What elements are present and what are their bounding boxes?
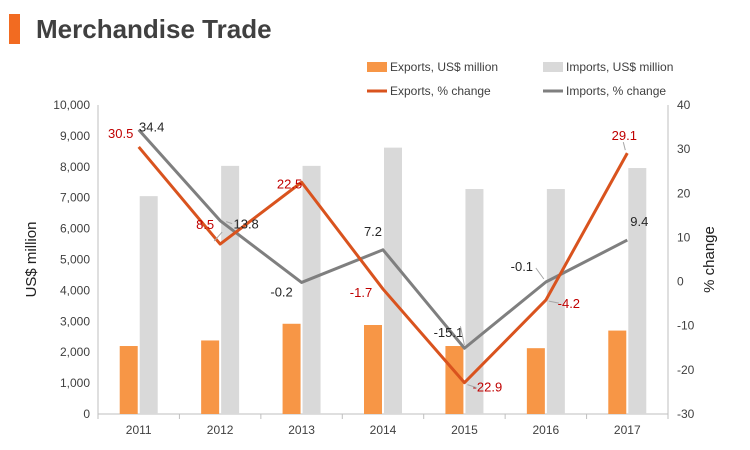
imports-change-label: -15.1 xyxy=(434,325,464,340)
left-tick-label: 3,000 xyxy=(60,314,90,328)
x-tick-label: 2017 xyxy=(614,423,641,437)
left-tick-label: 9,000 xyxy=(60,129,90,143)
imports-change-label: -0.2 xyxy=(270,284,292,299)
imports-change-line xyxy=(137,128,628,350)
legend: Exports, US$ million Imports, US$ million… xyxy=(367,60,673,98)
imports-bar xyxy=(384,147,402,414)
left-tick-label: 1,000 xyxy=(60,376,90,390)
exports-change-label: -1.7 xyxy=(350,285,372,300)
left-tick-label: 2,000 xyxy=(60,345,90,359)
imports-bar xyxy=(302,165,321,414)
imports-change-label: -0.1 xyxy=(511,259,533,274)
left-tick-label: 6,000 xyxy=(60,222,90,236)
right-tick-label: 30 xyxy=(677,142,691,156)
left-tick-label: 4,000 xyxy=(60,283,90,297)
exports-change-line xyxy=(137,145,629,385)
exports-change-label: -4.2 xyxy=(558,296,580,311)
imports-bar xyxy=(221,165,240,414)
label-leader-line xyxy=(548,300,559,304)
legend-imports-line-label: Imports, % change xyxy=(566,84,666,98)
label-leader-line xyxy=(622,141,626,151)
x-tick-label: 2013 xyxy=(288,423,315,437)
right-tick-label: 20 xyxy=(677,186,691,200)
left-tick-label: 5,000 xyxy=(60,253,90,267)
legend-exports-bar-swatch xyxy=(367,62,387,72)
label-leader-line xyxy=(459,326,465,346)
title-accent-bar xyxy=(9,14,20,44)
imports-change-label: 13.8 xyxy=(233,217,258,232)
right-tick-label: -20 xyxy=(677,363,695,377)
exports-bar xyxy=(119,346,138,414)
exports-bar xyxy=(364,325,382,414)
exports-bar xyxy=(608,330,627,414)
left-tick-label: 0 xyxy=(83,407,90,421)
left-axis-title: US$ million xyxy=(23,222,40,298)
right-tick-label: 40 xyxy=(677,98,691,112)
x-tick-label: 2012 xyxy=(207,423,234,437)
exports-change-label: 29.1 xyxy=(612,128,637,143)
legend-imports-bar-label: Imports, US$ million xyxy=(566,60,673,74)
label-leader-line xyxy=(225,221,233,225)
imports-bar xyxy=(628,168,647,414)
right-tick-label: -10 xyxy=(677,319,695,333)
x-tick-label: 2014 xyxy=(370,423,397,437)
x-tick-label: 2011 xyxy=(126,423,152,437)
exports-bar xyxy=(445,346,464,414)
x-tick-label: 2015 xyxy=(451,423,478,437)
exports-change-label: 30.5 xyxy=(108,126,133,141)
imports-change-label: 34.4 xyxy=(139,120,164,135)
right-tick-label: 10 xyxy=(677,230,691,244)
left-tick-label: 10,000 xyxy=(53,98,90,112)
imports-bar xyxy=(546,189,565,414)
right-tick-label: 0 xyxy=(677,275,684,289)
right-axis-title: % change xyxy=(701,226,718,293)
legend-exports-line-label: Exports, % change xyxy=(390,84,491,98)
legend-imports-bar-swatch xyxy=(543,62,563,72)
exports-change-label: 22.5 xyxy=(277,176,302,191)
legend-exports-bar-label: Exports, US$ million xyxy=(390,60,498,74)
imports-change-label: 7.2 xyxy=(364,224,382,239)
left-tick-label: 8,000 xyxy=(60,160,90,174)
imports-bar xyxy=(465,189,484,414)
imports-bar xyxy=(139,196,158,414)
label-leader-line xyxy=(535,267,545,280)
right-tick-label: -30 xyxy=(677,407,695,421)
exports-bar xyxy=(201,340,220,414)
exports-change-label: -22.9 xyxy=(473,380,503,395)
plot-area: 0 1,000 2,000 3,000 4,000 5,000 6,000 7,000 8,00… xyxy=(23,98,718,437)
chart-title: Merchandise Trade xyxy=(36,14,272,44)
x-tick-label: 2016 xyxy=(533,423,560,437)
exports-change-label: 8.5 xyxy=(196,217,214,232)
label-leader-line xyxy=(213,231,223,242)
left-tick-label: 7,000 xyxy=(60,191,90,205)
exports-bar xyxy=(526,348,545,414)
exports-bar xyxy=(282,323,301,414)
label-leader-line xyxy=(467,384,477,389)
imports-change-label: 9.4 xyxy=(630,214,648,229)
